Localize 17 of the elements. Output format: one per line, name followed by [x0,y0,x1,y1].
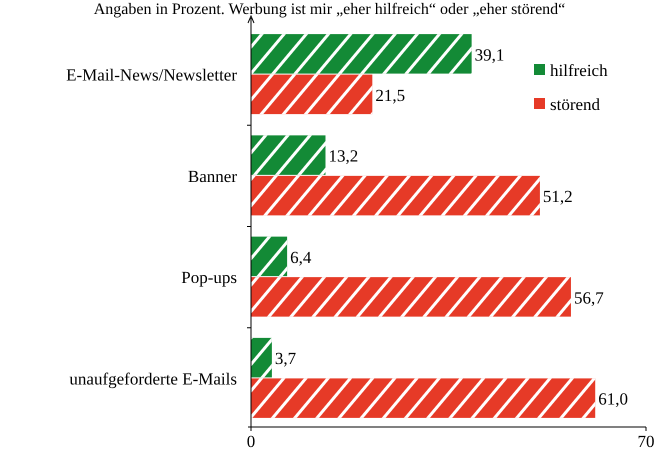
data-label: 13,2 [328,146,358,166]
data-label: 51,2 [542,187,573,206]
data-label: 39,1 [474,45,504,64]
data-label: 21,5 [375,86,406,105]
chart-subtitle: Angaben in Prozent. Werbung ist mir „eher hilfreich“ oder „eher störend“ [94,1,566,18]
y-tick-label: E-Mail-News/Newsletter [66,66,238,85]
legend-label: störend [550,94,601,114]
y-tick-label: unaufgeforderte E-Mails [69,369,237,388]
data-label: 3,7 [274,349,297,368]
data-label: 6,4 [290,248,312,267]
y-tick-label: Banner [188,166,238,186]
data-label: 61,0 [598,390,628,409]
legend-label: hilfreich [550,60,608,80]
x-tick-label: 70 [638,432,654,450]
x-tick-label: 0 [246,432,256,450]
y-tick-label: Pop-ups [181,268,237,288]
data-label: 56,7 [574,288,604,308]
